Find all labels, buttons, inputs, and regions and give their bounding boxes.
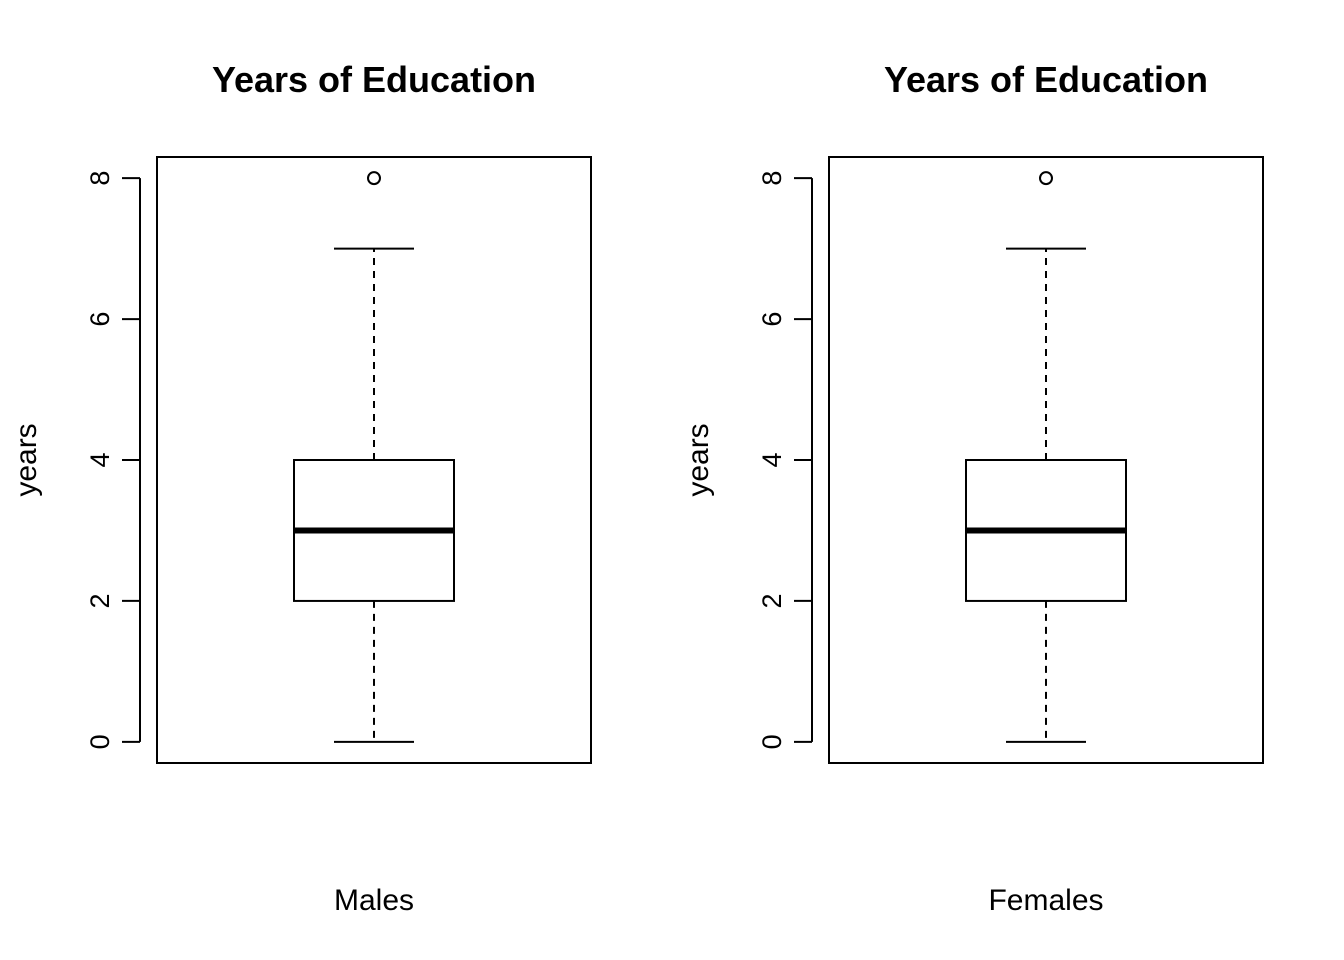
outlier-point — [1039, 171, 1053, 186]
y-tick-label: 6 — [757, 312, 787, 327]
y-tick-label: 2 — [85, 593, 115, 608]
x-axis-label: Males — [334, 884, 414, 917]
y-tick-label: 2 — [757, 593, 787, 608]
y-axis-label: years — [682, 423, 715, 496]
y-tick-label: 6 — [85, 312, 115, 327]
outlier-point — [367, 171, 381, 186]
plot-frame — [828, 156, 1264, 764]
y-tick-label: 8 — [757, 171, 787, 186]
males-boxplot-panel: Years of Education Males years 0 2 4 6 8 — [10, 59, 592, 917]
y-tick-label: 0 — [85, 734, 115, 749]
x-axis-label: Females — [988, 884, 1103, 917]
chart-title: Years of Education — [884, 59, 1208, 100]
y-tick-label: 8 — [85, 171, 115, 186]
females-boxplot-panel: Years of Education Females years 0 2 4 6 8 — [682, 59, 1264, 917]
y-tick-label: 4 — [85, 452, 115, 467]
y-tick-label: 4 — [757, 452, 787, 467]
plot-frame — [156, 156, 592, 764]
chart-title: Years of Education — [212, 59, 536, 100]
y-axis-label: years — [10, 423, 43, 496]
y-tick-label: 0 — [757, 734, 787, 749]
